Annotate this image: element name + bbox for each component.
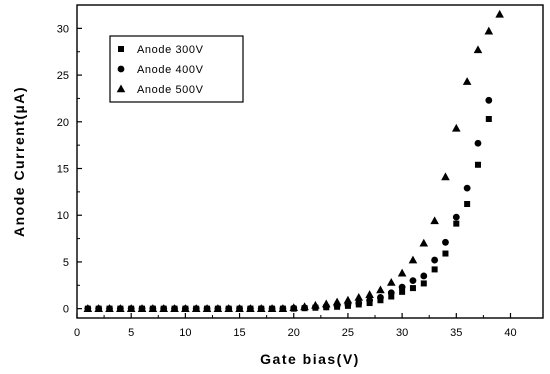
data-point — [246, 304, 255, 312]
data-point — [431, 266, 438, 273]
data-point — [388, 293, 395, 300]
data-point — [463, 184, 471, 192]
data-point — [419, 238, 429, 247]
data-point — [105, 304, 114, 312]
x-tick-label: 15 — [233, 327, 245, 339]
data-point — [408, 255, 418, 264]
data-point — [420, 272, 428, 280]
data-point — [376, 285, 385, 294]
data-point — [409, 285, 416, 292]
data-point — [267, 304, 277, 312]
data-point — [473, 45, 483, 54]
series-circle — [84, 96, 493, 313]
y-tick-label: 20 — [57, 117, 69, 129]
data-point — [278, 304, 288, 312]
legend-marker — [118, 46, 124, 52]
series-triangle — [83, 9, 504, 312]
data-point — [464, 201, 471, 208]
legend: Anode 300V Anode 400V Anode 500V — [109, 35, 244, 103]
y-tick-label: 0 — [63, 304, 69, 316]
legend-entry: Anode 400V — [137, 64, 204, 76]
plot-area — [76, 4, 544, 319]
data-point — [213, 304, 223, 312]
legend-marker — [117, 65, 125, 73]
data-point — [485, 96, 493, 104]
data-point — [409, 277, 417, 285]
data-point — [452, 123, 461, 132]
data-point — [235, 304, 244, 312]
x-tick-label: 10 — [179, 327, 191, 339]
y-tick-label: 10 — [57, 210, 69, 222]
data-point — [399, 288, 406, 295]
data-point — [332, 297, 342, 306]
data-point — [441, 172, 450, 181]
data-point — [159, 304, 168, 312]
data-point — [126, 304, 136, 312]
series-square — [84, 115, 492, 312]
data-point — [300, 302, 309, 311]
data-point — [387, 289, 395, 297]
data-point — [430, 216, 439, 225]
axes: 0 5 10 15 20 25 30 35 40 0 5 10 15 20 25 30 — [57, 4, 517, 339]
data-points — [83, 9, 504, 313]
data-point — [191, 304, 201, 312]
data-point — [431, 256, 439, 264]
data-point — [442, 238, 449, 246]
data-point — [397, 268, 407, 277]
legend-entry: Anode 500V — [137, 84, 204, 96]
legend-box — [109, 35, 244, 103]
legend-entry: Anode 300V — [137, 44, 204, 56]
x-tick-label: 25 — [342, 327, 354, 339]
data-point — [148, 304, 158, 312]
data-point — [398, 283, 406, 291]
plot-frame — [76, 4, 544, 319]
x-tick-label: 40 — [504, 327, 516, 339]
legend-marker — [116, 84, 126, 93]
x-tick-label: 20 — [288, 327, 300, 339]
data-point — [137, 304, 147, 312]
data-point — [321, 299, 331, 308]
data-point — [365, 290, 374, 298]
y-tick-label: 30 — [57, 23, 69, 35]
data-point — [116, 304, 125, 312]
y-axis-label: Anode Current(µA) — [11, 86, 27, 237]
data-point — [181, 304, 190, 312]
y-tick-label: 15 — [57, 164, 69, 176]
data-point — [386, 277, 396, 286]
data-point — [256, 304, 266, 312]
data-point — [366, 296, 374, 304]
data-point — [452, 213, 460, 221]
data-point — [170, 304, 179, 312]
x-tick-label: 30 — [396, 327, 408, 339]
data-point — [224, 304, 234, 312]
x-tick-label: 0 — [74, 327, 80, 339]
y-tick-label: 5 — [63, 257, 69, 269]
data-point — [355, 299, 363, 307]
data-point — [484, 26, 494, 35]
data-point — [474, 161, 481, 168]
y-tick-label: 25 — [57, 70, 69, 82]
x-tick-label: 35 — [450, 327, 462, 339]
data-point — [453, 220, 460, 227]
data-point — [94, 304, 103, 312]
x-axis-label: Gate bias(V) — [260, 351, 360, 367]
data-point — [311, 300, 320, 309]
data-point — [462, 77, 472, 85]
data-point — [377, 294, 384, 301]
data-point — [495, 9, 504, 18]
data-point — [343, 295, 353, 304]
data-point — [289, 303, 299, 312]
data-point — [202, 304, 212, 312]
data-point — [420, 280, 427, 287]
data-point — [474, 139, 482, 147]
data-point — [485, 115, 492, 122]
x-tick-label: 5 — [128, 327, 134, 339]
data-point — [83, 304, 93, 312]
data-point — [442, 250, 449, 257]
data-point — [354, 292, 364, 301]
